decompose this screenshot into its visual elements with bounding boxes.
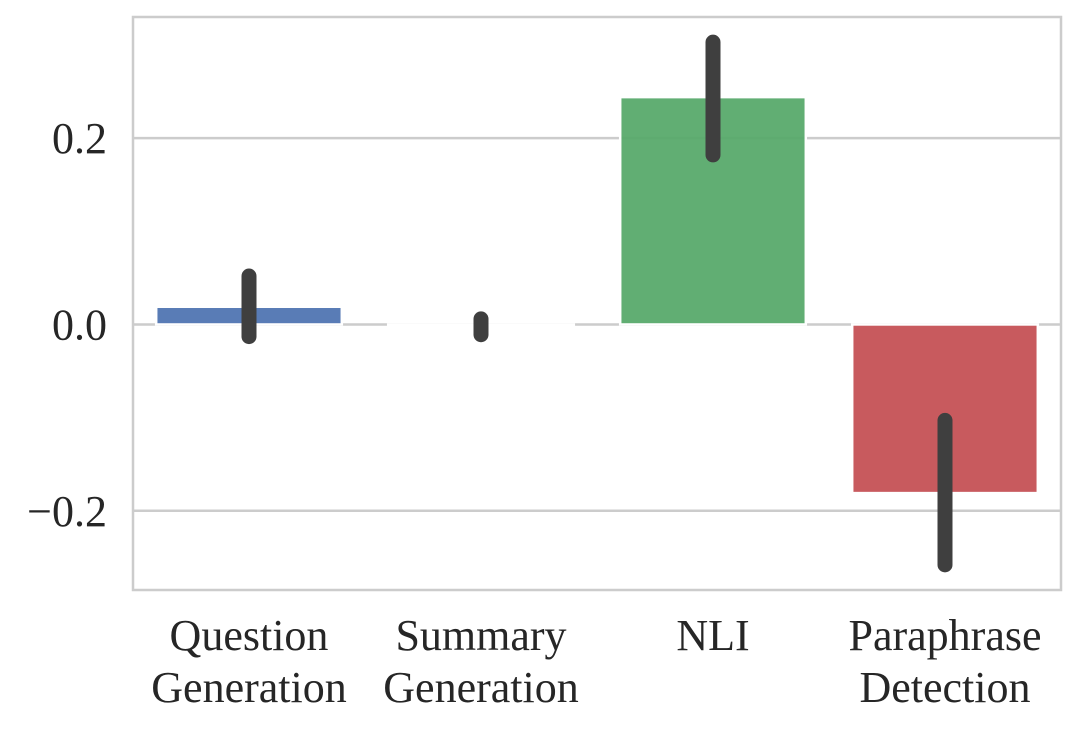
x-tick-label: Summary Generation: [383, 611, 578, 712]
x-tick-label: Paraphrase Detection: [848, 611, 1041, 712]
y-axis-ticks: −0.2 0.0 0.2: [27, 114, 107, 536]
y-tick-label: 0.0: [52, 300, 107, 349]
y-tick-label: −0.2: [27, 487, 107, 536]
y-tick-label: 0.2: [52, 114, 107, 163]
x-tick-label: NLI: [676, 611, 749, 660]
bars: [154, 95, 1040, 495]
x-tick-label: Question Generation: [151, 611, 346, 712]
x-axis-ticks: Question Generation Summary Generation NLI Pa…: [151, 611, 1041, 712]
plot-frame: [131, 15, 1063, 592]
error-bars: [241, 34, 953, 573]
